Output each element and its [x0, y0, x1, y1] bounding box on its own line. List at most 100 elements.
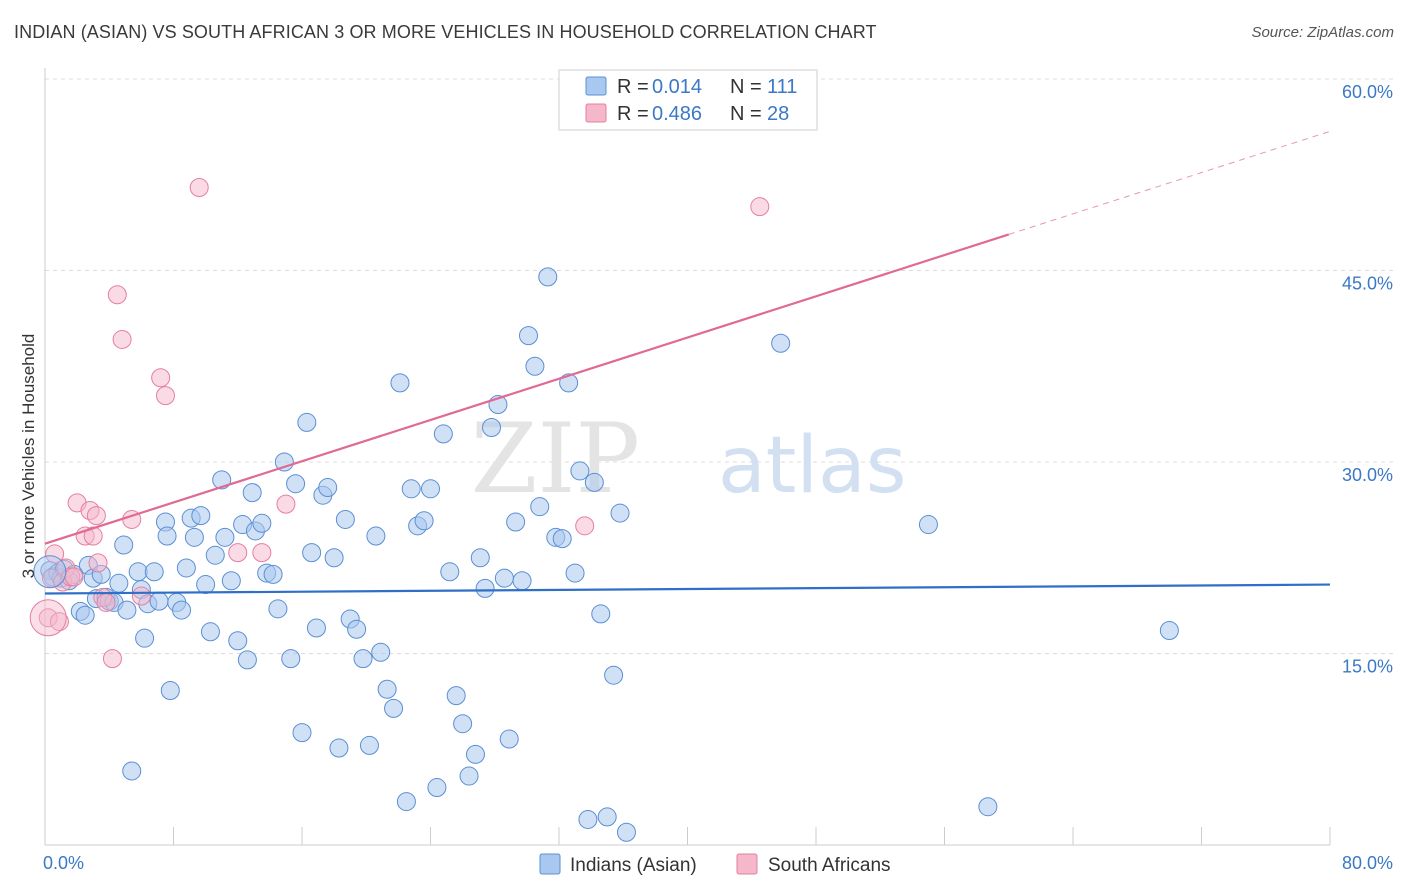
series-legend-label-indians: Indians (Asian)	[570, 855, 697, 876]
point-indians-asian	[306, 618, 326, 638]
point-indians-asian	[128, 562, 148, 582]
point-indians-asian	[518, 326, 538, 346]
trend-lines	[44, 130, 1331, 595]
point-indians-asian	[421, 479, 440, 499]
point-indians-asian	[453, 714, 473, 734]
point-south-africans	[107, 285, 127, 305]
stats-legend: R = 0.014 N = 111 R = 0.486 N = 28	[558, 69, 818, 131]
point-indians-asian	[525, 356, 545, 376]
point-indians-asian	[433, 424, 453, 444]
point-indians-asian	[281, 649, 301, 669]
point-indians-asian	[122, 761, 142, 781]
point-indians-asian	[1159, 621, 1179, 641]
legend-n-label-2: N =	[730, 103, 762, 125]
point-indians-asian	[371, 642, 391, 662]
point-indians-asian	[538, 267, 558, 287]
point-south-africans	[189, 178, 209, 198]
point-indians-asian	[530, 497, 550, 517]
point-indians-asian	[918, 515, 938, 535]
chart-title: INDIAN (ASIAN) VS SOUTH AFRICAN 3 OR MOR…	[14, 22, 877, 42]
series-legend-swatch-indians	[539, 853, 561, 875]
point-indians-asian	[559, 373, 579, 393]
axes: 15.0% 30.0% 45.0% 60.0% 0.0% 80.0%	[43, 68, 1393, 873]
point-indians-asian	[506, 512, 526, 532]
trend-line-indians-asian	[44, 583, 1331, 595]
point-indians-asian	[117, 600, 137, 620]
point-indians-asian	[191, 506, 211, 526]
point-indians-asian	[318, 478, 338, 498]
point-indians-asian	[237, 650, 257, 670]
point-indians-asian	[297, 412, 317, 432]
point-indians-asian	[324, 548, 344, 568]
point-indians-asian	[242, 483, 262, 503]
point-indians-asian	[591, 604, 611, 624]
point-indians-asian	[144, 562, 164, 582]
point-indians-asian	[149, 591, 169, 611]
point-indians-asian	[499, 729, 519, 749]
point-indians-asian	[616, 822, 636, 842]
point-indians-asian	[347, 619, 367, 639]
x-tick-label-max: 80.0%	[1342, 853, 1393, 873]
watermark-atlas: atlas	[718, 421, 907, 511]
point-indians-asian	[440, 562, 460, 582]
point-south-africans-cluster	[29, 599, 67, 637]
point-south-africans	[64, 567, 84, 587]
point-indians-asian	[604, 665, 624, 685]
grid-lines	[45, 78, 1394, 654]
point-indians-asian	[552, 529, 572, 549]
point-south-africans	[83, 526, 103, 546]
point-indians-asian	[610, 503, 630, 523]
point-indians-asian	[205, 545, 225, 565]
point-indians-asian	[114, 535, 134, 555]
point-south-africans	[252, 543, 272, 563]
legend-r-label-1: R =	[617, 76, 649, 98]
point-south-africans	[131, 586, 151, 606]
point-indians-asian	[215, 527, 235, 547]
point-indians-asian	[184, 527, 204, 547]
point-indians-asian	[414, 511, 434, 531]
series-legend: Indians (Asian) South Africans	[539, 853, 891, 876]
point-indians-asian-cluster	[33, 555, 67, 589]
y-tick-label: 15.0%	[1342, 657, 1393, 677]
y-tick-label: 30.0%	[1342, 465, 1393, 485]
point-indians-asian	[390, 373, 410, 393]
point-indians-asian	[366, 526, 386, 546]
point-indians-asian	[570, 461, 590, 481]
point-indians-asian	[377, 679, 397, 699]
point-indians-asian	[109, 573, 129, 593]
source-label: Source: ZipAtlas.com	[1251, 24, 1394, 41]
point-indians-asian	[584, 472, 604, 492]
point-indians-asian	[157, 526, 177, 546]
point-indians-asian	[578, 809, 598, 829]
point-south-africans	[155, 386, 175, 406]
y-tick-label: 45.0%	[1342, 274, 1393, 294]
y-axis-title: 3 or more Vehicles in Household	[19, 334, 38, 579]
trend-line-south-africans-extension	[1008, 130, 1331, 235]
legend-swatch-pink	[585, 103, 607, 123]
point-indians-asian	[396, 792, 416, 812]
point-indians-asian	[263, 564, 283, 584]
point-indians-asian	[597, 807, 617, 827]
point-indians-asian	[228, 631, 248, 651]
point-indians-asian	[565, 563, 585, 583]
point-south-africans	[276, 494, 296, 514]
point-indians-asian	[465, 744, 485, 764]
point-south-africans	[96, 592, 116, 612]
point-indians-asian	[512, 571, 532, 591]
point-indians-asian	[978, 797, 998, 817]
point-south-africans	[575, 516, 595, 536]
point-south-africans	[102, 649, 122, 669]
point-indians-asian	[329, 738, 349, 758]
legend-r-value-1: 0.014	[652, 76, 702, 98]
y-tick-label: 60.0%	[1342, 82, 1393, 102]
point-indians-asian	[459, 766, 479, 786]
point-indians-asian	[475, 578, 495, 598]
point-indians-asian	[268, 599, 288, 619]
trend-line-south-africans	[44, 233, 1010, 545]
point-south-africans	[228, 543, 248, 563]
point-indians-asian	[176, 558, 196, 578]
legend-r-value-2: 0.486	[652, 103, 702, 125]
point-south-africans	[151, 368, 171, 388]
point-indians-asian	[771, 333, 791, 353]
